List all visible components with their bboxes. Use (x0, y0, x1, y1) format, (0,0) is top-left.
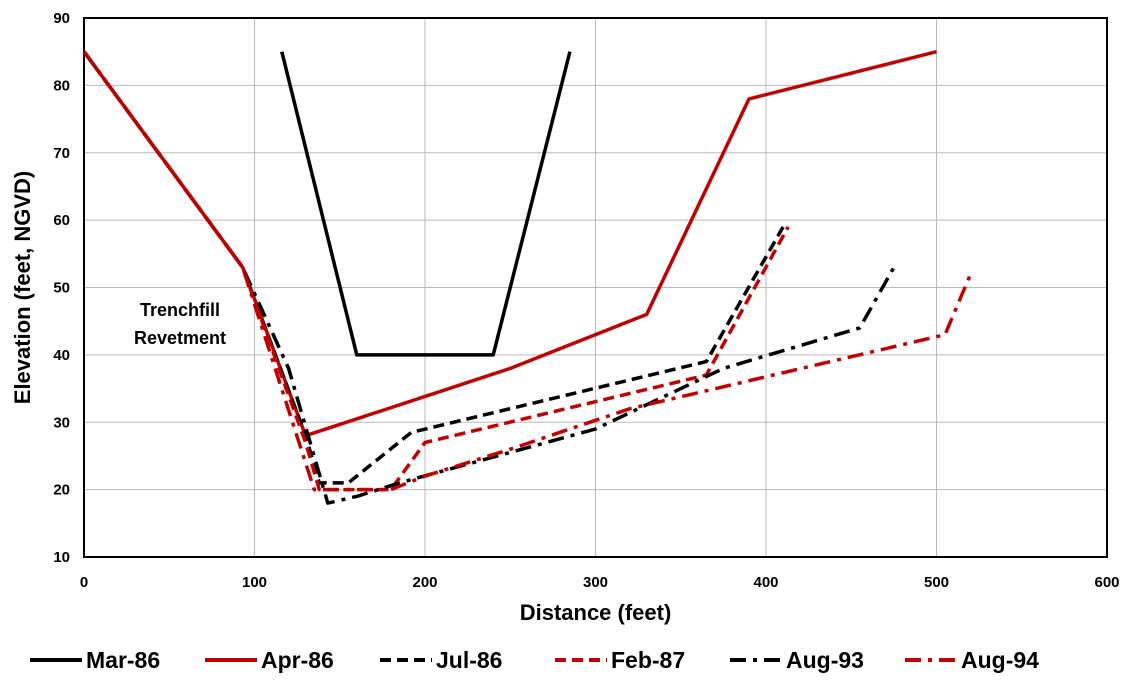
legend-label-aug-93: Aug-93 (786, 647, 864, 673)
y-tick-label: 40 (53, 347, 70, 364)
legend-label-jul-86: Jul-86 (436, 647, 502, 673)
y-tick-labels: 10 20 30 40 50 60 70 80 90 (53, 10, 70, 566)
legend-label-aug-94: Aug-94 (961, 647, 1039, 673)
x-tick-label: 100 (242, 574, 267, 591)
y-tick-label: 20 (53, 482, 70, 499)
series-line-apr-86 (82, 50, 937, 438)
x-axis-title: Distance (feet) (520, 600, 672, 625)
series-line-mar-86 (280, 51, 572, 357)
annotation-line-2: Revetment (134, 328, 226, 348)
y-tick-label: 90 (53, 10, 70, 27)
x-tick-label: 400 (753, 574, 778, 591)
y-tick-label: 10 (53, 549, 70, 566)
grid (84, 18, 1107, 557)
y-tick-label: 30 (53, 414, 70, 431)
x-tick-label: 0 (80, 574, 88, 591)
y-tick-label: 70 (53, 145, 70, 162)
y-tick-label: 60 (53, 212, 70, 229)
x-tick-label: 500 (924, 574, 949, 591)
series-line-aug-93 (82, 50, 896, 505)
x-tick-label: 300 (583, 574, 608, 591)
series-line-aug-94 (82, 50, 973, 492)
legend-label-apr-86: Apr-86 (261, 647, 334, 673)
y-axis-title: Elevation (feet, NGVD) (10, 171, 35, 404)
series-group (82, 50, 973, 505)
y-tick-label: 80 (53, 77, 70, 94)
series-line-feb-87 (82, 50, 790, 492)
legend-label-mar-86: Mar-86 (86, 647, 160, 673)
x-tick-label: 200 (412, 574, 437, 591)
series-line-jul-86 (82, 50, 785, 485)
y-tick-label: 50 (53, 280, 70, 297)
x-tick-labels: 0 100 200 300 400 500 600 (80, 574, 1120, 591)
annotation-line-1: Trenchfill (140, 300, 220, 320)
plot-area-frame (83, 17, 1108, 558)
x-tick-label: 600 (1094, 574, 1119, 591)
legend: Mar-86 Apr-86 Jul-86 Feb-87 Aug-93 Aug-94 (30, 647, 1039, 673)
legend-label-feb-87: Feb-87 (611, 647, 685, 673)
